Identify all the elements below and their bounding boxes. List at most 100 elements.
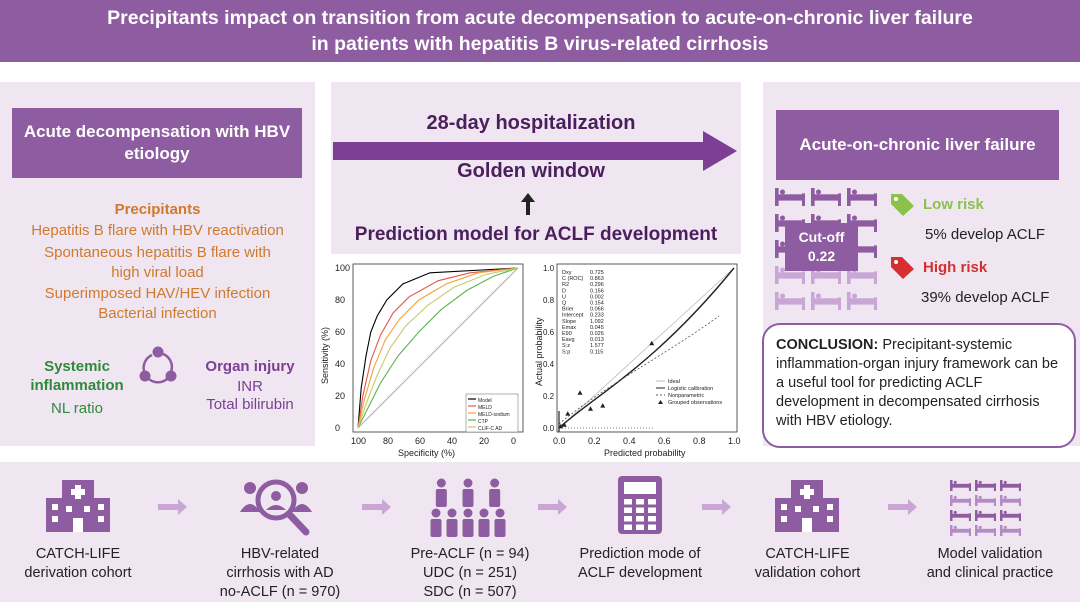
conclusion-box: CONCLUSION: Precipitant-systemic inflamm… [762,323,1076,448]
bed-pillow [1003,495,1007,499]
roc-y-tick: 80 [335,295,345,305]
bed-icon [950,513,971,518]
roc-y-tick: 0 [335,423,340,433]
title-line-1: Precipitants impact on transition from a… [107,7,973,29]
bed-footboard [993,483,996,491]
bed-headboard [950,480,953,491]
calibration-stat-name: Eavg [562,337,575,343]
roc-legend-label: CTP [478,419,489,425]
roc-chart: 100 80 60 40 20 0 100 80 60 40 20 0 ModelMELDMELD-… [320,263,524,458]
bed-icon [950,483,971,488]
low-risk-tag-icon [891,194,914,216]
bed-icon [1000,483,1021,488]
calibration-y-tick: 0.8 [543,296,555,305]
calculator-key [636,524,644,530]
calibration-stat-value: 0.013 [590,337,604,343]
calibration-y-tick: 0.6 [543,328,555,337]
bed-footboard [968,528,971,536]
precipitant-item: Bacterial infection [98,305,217,322]
precipitant-item: Superimposed HAV/HEV infection [44,285,271,302]
bed-headboard [811,266,815,284]
bed-icon [1000,528,1021,533]
calculator-key [648,499,656,505]
calibration-x-tick: 0.6 [658,436,671,446]
bed-footboard [993,513,996,521]
cutoff-value: 0.22 [807,248,836,264]
calibration-stat-name: Brier [562,307,574,313]
middle-panel [331,82,741,254]
up-arrow-icon [521,193,535,215]
calculator-key [636,507,644,513]
bed-icon [775,298,805,305]
step-cohort-groups: Pre-ACLF (n = 94) UDC (n = 251) SDC (n =… [410,546,530,600]
chevron-right-icon [888,499,917,515]
bed-pillow [1003,525,1007,529]
grouped-observation-point [588,406,593,411]
bed-pillow [851,293,858,299]
bed-icon [1000,513,1021,518]
person-body [478,519,490,537]
person-icon [463,508,473,518]
bed-headboard [775,214,779,232]
bed-pillow [851,215,858,221]
bed-headboard [1000,525,1003,536]
conclusion-text: Precipitant-systemic inflammation-organ … [776,337,1059,429]
bed-footboard [802,193,805,206]
bed-footboard [1018,513,1021,521]
roc-y-tick: 40 [335,359,345,369]
prediction-model-label: Prediction model for ACLF development [354,224,718,245]
hospital-icon [775,480,839,532]
calibration-x-tick: 0.8 [693,436,706,446]
bed-pillow [1003,480,1007,484]
roc-y-tick: 20 [335,391,345,401]
roc-y-tick: 100 [335,263,350,273]
cycle-icon [139,346,177,384]
calculator-key [624,507,632,513]
calibration-stat-value: 0.156 [590,288,604,294]
roc-x-tick: 0 [511,436,516,446]
grouped-observation-point [649,340,655,346]
aclf-header: Acute-on-chronic liver failure [776,110,1059,180]
roc-curve-3 [357,267,519,429]
roc-reference-line [357,267,519,429]
bed-headboard [950,495,953,506]
calculator-icon [618,476,662,534]
bed-icon [975,528,996,533]
bed-headboard [1000,510,1003,521]
person-icon [479,508,489,518]
bed-headboard [775,188,779,206]
bed-footboard [993,498,996,506]
bed-headboard [975,510,978,521]
calibration-stat-name: S:z [562,343,570,349]
high-risk-label: High risk [923,259,988,276]
bed-footboard [838,271,841,284]
roc-x-tick: 80 [383,436,393,446]
chevron-right-icon [362,499,391,515]
calibration-stat-value: 0.154 [590,301,604,307]
roc-curve-0 [357,267,519,429]
cutoff-box: Cut-off 0.22 [785,223,858,271]
bed-pillow [851,189,858,195]
calibration-stat-name: S:p [562,349,570,355]
person-icon [436,478,446,488]
calculator-key [636,516,644,522]
nonparametric-curve [558,315,720,425]
bed-pillow [779,293,786,299]
grouped-observation-point [561,422,567,427]
calibration-stat-value: 0.725 [590,270,604,276]
calibration-x-tick: 1.0 [728,436,741,446]
bed-footboard [874,245,877,258]
cutoff-label: Cut-off [798,229,845,245]
chevron-right-icon [702,499,731,515]
bed-footboard [802,297,805,310]
bed-pillow [779,241,786,247]
bed-pillow [953,510,957,514]
calibration-legend-label: Ideal [668,379,680,385]
bed-headboard [847,292,851,310]
calculator-key [636,499,644,505]
bed-pillow [779,189,786,195]
roc-curve-4 [357,267,519,429]
systemic-inflammation-title: Systemic inflammation [30,358,124,394]
bed-headboard [950,510,953,521]
calibration-stat-name: E90 [562,331,572,337]
